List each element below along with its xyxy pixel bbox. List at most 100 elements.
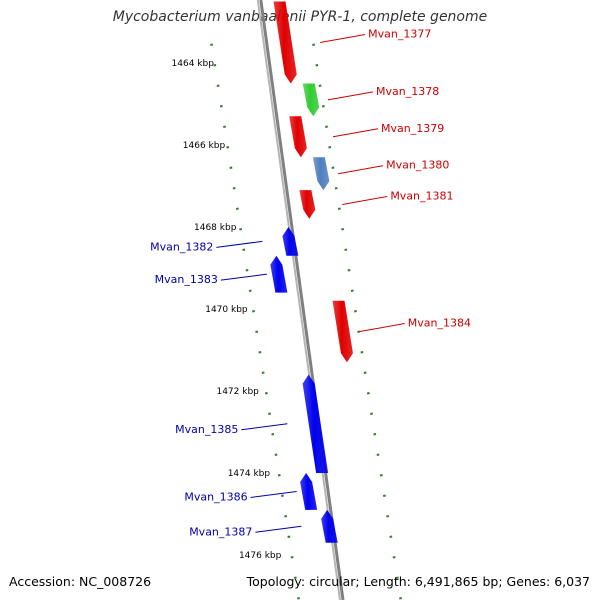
tick-mark [280, 494, 284, 497]
gene-label-Mvan_1383: Mvan_1383 [155, 273, 218, 286]
gene-label-Mvan_1382: Mvan_1382 [150, 240, 213, 253]
tick-mark [297, 597, 300, 600]
tick-mark [271, 433, 275, 436]
tick-mark [392, 556, 396, 559]
tick-mark [252, 310, 255, 313]
tick-mark [354, 310, 357, 313]
tick-mark [264, 392, 268, 395]
gene-leader-line [338, 165, 384, 175]
figure-title: Mycobacterium vanbaalenii PYR-1, complet… [112, 9, 488, 25]
scale-label: 1474 kbp [228, 469, 271, 479]
tick-mark [360, 351, 364, 354]
scale-label: 1470 kbp [205, 305, 248, 315]
gene-arrow-Mvan_1385 [302, 374, 329, 473]
scale-label: 1464 kbp [172, 59, 215, 69]
gene-leader-line [216, 240, 263, 248]
gene-arrow-Mvan_1384 [332, 300, 353, 363]
genome-summary-text: Topology: circular; Length: 6,491,865 bp… [246, 574, 590, 589]
gene-label-Mvan_1387: Mvan_1387 [189, 525, 252, 538]
tick-mark [399, 597, 402, 600]
tick-mark [363, 371, 367, 374]
tick-mark [344, 248, 348, 251]
tick-mark [219, 105, 223, 108]
tick-mark [235, 207, 239, 210]
tick-mark [216, 84, 220, 87]
gene-leader-line [342, 195, 388, 205]
gene-leader-line [241, 423, 288, 431]
tick-mark [328, 146, 332, 149]
gene-leader-line [250, 490, 297, 498]
tick-mark [334, 187, 338, 190]
gene-arrow-Mvan_1381 [299, 190, 316, 219]
gene-label-Mvan_1379: Mvan_1379 [381, 122, 444, 135]
tick-mark [386, 515, 390, 518]
gene-label-Mvan_1377: Mvan_1377 [368, 28, 431, 41]
gene-arrow-Mvan_1377 [273, 1, 297, 84]
tick-mark [258, 351, 262, 354]
tick-mark [382, 494, 386, 497]
tick-mark [290, 556, 294, 559]
tick-mark [232, 187, 236, 190]
tick-mark [331, 166, 335, 169]
gene-arrow-Mvan_1378 [302, 83, 320, 117]
tick-mark [284, 515, 288, 518]
tick-mark [395, 576, 399, 579]
gene-leader-line [255, 525, 302, 533]
tick-mark [261, 371, 265, 374]
gene-leader-line [220, 273, 267, 281]
genome-backbone [259, 0, 345, 600]
accession-text: Accession: NC_008726 [9, 574, 152, 589]
tick-mark [312, 43, 316, 46]
gene-leader-line [332, 128, 379, 138]
gene-features: Mvan_1377 Mvan_1378 Mvan_1379 Mvan_1380 Mvan… [150, 1, 471, 543]
tick-mark [337, 207, 341, 210]
tick-mark [226, 146, 230, 149]
gene-arrow-Mvan_1386 [300, 473, 318, 510]
tick-mark [239, 228, 243, 231]
tick-mark [370, 412, 374, 415]
gene-label-Mvan_1386: Mvan_1386 [184, 490, 247, 503]
gene-arrow-Mvan_1380 [312, 157, 330, 191]
tick-mark [325, 125, 328, 128]
tick-mark [245, 269, 249, 272]
tick-mark [357, 330, 361, 333]
tick-mark [248, 289, 252, 292]
tick-mark [229, 166, 233, 169]
tick-mark [213, 64, 217, 67]
gene-label-Mvan_1378: Mvan_1378 [376, 85, 439, 98]
gene-label-Mvan_1385: Mvan_1385 [175, 423, 238, 436]
tick-mark [277, 474, 281, 477]
tick-mark [318, 84, 322, 87]
tick-mark [341, 228, 345, 231]
gene-arrow-Mvan_1387 [321, 509, 338, 543]
tick-mark [347, 269, 351, 272]
gene-label-Mvan_1380: Mvan_1380 [386, 159, 449, 172]
tick-mark [242, 248, 246, 251]
tick-mark [379, 474, 383, 477]
tick-mark [293, 576, 297, 579]
gene-arrow-Mvan_1379 [289, 116, 307, 158]
tick-mark [315, 64, 319, 67]
scale-label: 1466 kbp [183, 141, 226, 151]
gene-label-Mvan_1381: Mvan_1381 [390, 189, 453, 202]
tick-mark [268, 412, 272, 415]
tick-mark [274, 453, 278, 456]
backbone-shadow [256, 0, 342, 600]
gene-leader-line [327, 91, 374, 101]
tick-mark [223, 125, 226, 128]
gene-leader-line [359, 323, 405, 333]
tick-mark [350, 289, 354, 292]
gene-label-Mvan_1384: Mvan_1384 [408, 317, 471, 330]
tick-mark [366, 392, 370, 395]
gene-arrow-Mvan_1383 [270, 255, 288, 293]
tick-mark [373, 433, 377, 436]
tick-mark [255, 330, 259, 333]
scale-label: 1472 kbp [216, 387, 259, 397]
scale-ticks: 1464 kbp 1466 kbp 1468 kbp 1470 kbp 1472 kbp… [172, 43, 402, 600]
tick-mark [321, 105, 325, 108]
tick-mark [389, 535, 393, 538]
tick-mark [376, 453, 380, 456]
gene-leader-line [320, 34, 366, 43]
